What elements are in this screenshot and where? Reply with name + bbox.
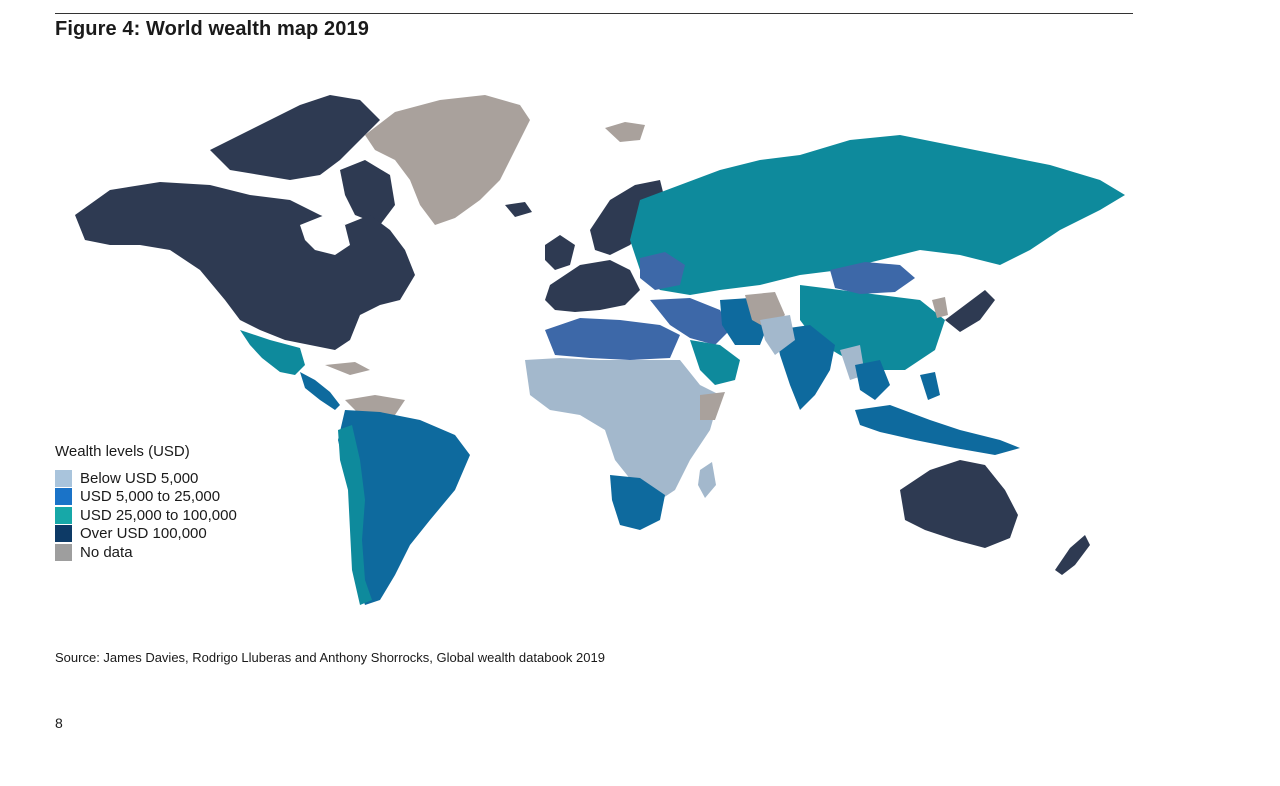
region-mexico — [240, 330, 305, 375]
region-middle-east — [650, 298, 730, 345]
top-rule — [55, 13, 1133, 14]
legend-swatch-highmid — [55, 506, 72, 524]
region-andes — [338, 425, 372, 605]
figure-title: Figure 4: World wealth map 2019 — [55, 18, 369, 40]
region-ukraine — [640, 252, 685, 290]
legend: Wealth levels (USD) Below USD 5,000 USD 5… — [55, 443, 237, 562]
region-mongolia — [830, 262, 915, 294]
legend-swatch-nodata — [55, 543, 72, 561]
legend-swatch-low — [55, 469, 72, 487]
legend-title: Wealth levels (USD) — [55, 443, 190, 460]
region-sub-saharan-africa — [525, 358, 720, 500]
region-horn-of-africa — [700, 392, 725, 420]
legend-item-high: Over USD 100,000 — [55, 525, 237, 544]
region-korea — [932, 297, 948, 318]
region-indonesia — [855, 405, 1020, 455]
region-southern-africa — [610, 475, 665, 530]
legend-label-highmid: USD 25,000 to 100,000 — [80, 506, 237, 524]
region-baffin — [340, 160, 395, 225]
legend-item-highmid: USD 25,000 to 100,000 — [55, 506, 237, 525]
region-central-america — [300, 372, 340, 410]
legend-label-high: Over USD 100,000 — [80, 525, 207, 543]
source-note: Source: James Davies, Rodrigo Lluberas a… — [55, 650, 605, 665]
region-japan — [945, 290, 995, 332]
region-china — [800, 285, 945, 370]
region-southeast-asia — [855, 360, 890, 400]
legend-item-lowmid: USD 5,000 to 25,000 — [55, 488, 237, 507]
legend-items: Below USD 5,000 USD 5,000 to 25,000 USD 25… — [55, 469, 237, 562]
region-arctic-islands — [210, 95, 380, 180]
legend-item-nodata: No data — [55, 543, 237, 562]
region-western-europe — [545, 260, 640, 312]
region-new-zealand — [1055, 535, 1090, 575]
legend-swatch-high — [55, 525, 72, 543]
legend-label-nodata: No data — [80, 543, 133, 561]
page-number: 8 — [55, 715, 63, 731]
region-greenland — [365, 95, 530, 225]
legend-swatch-lowmid — [55, 488, 72, 506]
region-hudson-bay — [300, 215, 350, 255]
legend-label-low: Below USD 5,000 — [80, 469, 199, 487]
region-russia — [630, 135, 1125, 295]
region-philippines — [920, 372, 940, 400]
legend-item-low: Below USD 5,000 — [55, 469, 237, 488]
region-svalbard — [605, 122, 645, 142]
region-iceland — [505, 202, 532, 217]
region-south-asia-low — [760, 315, 795, 355]
region-madagascar — [698, 462, 716, 498]
region-india — [775, 325, 835, 410]
region-caribbean — [325, 362, 370, 375]
region-arabia — [690, 340, 740, 385]
region-uk-ireland — [545, 235, 575, 270]
region-north-africa — [545, 318, 680, 360]
legend-label-lowmid: USD 5,000 to 25,000 — [80, 488, 221, 506]
region-australia — [900, 460, 1018, 548]
region-south-america — [338, 410, 470, 605]
